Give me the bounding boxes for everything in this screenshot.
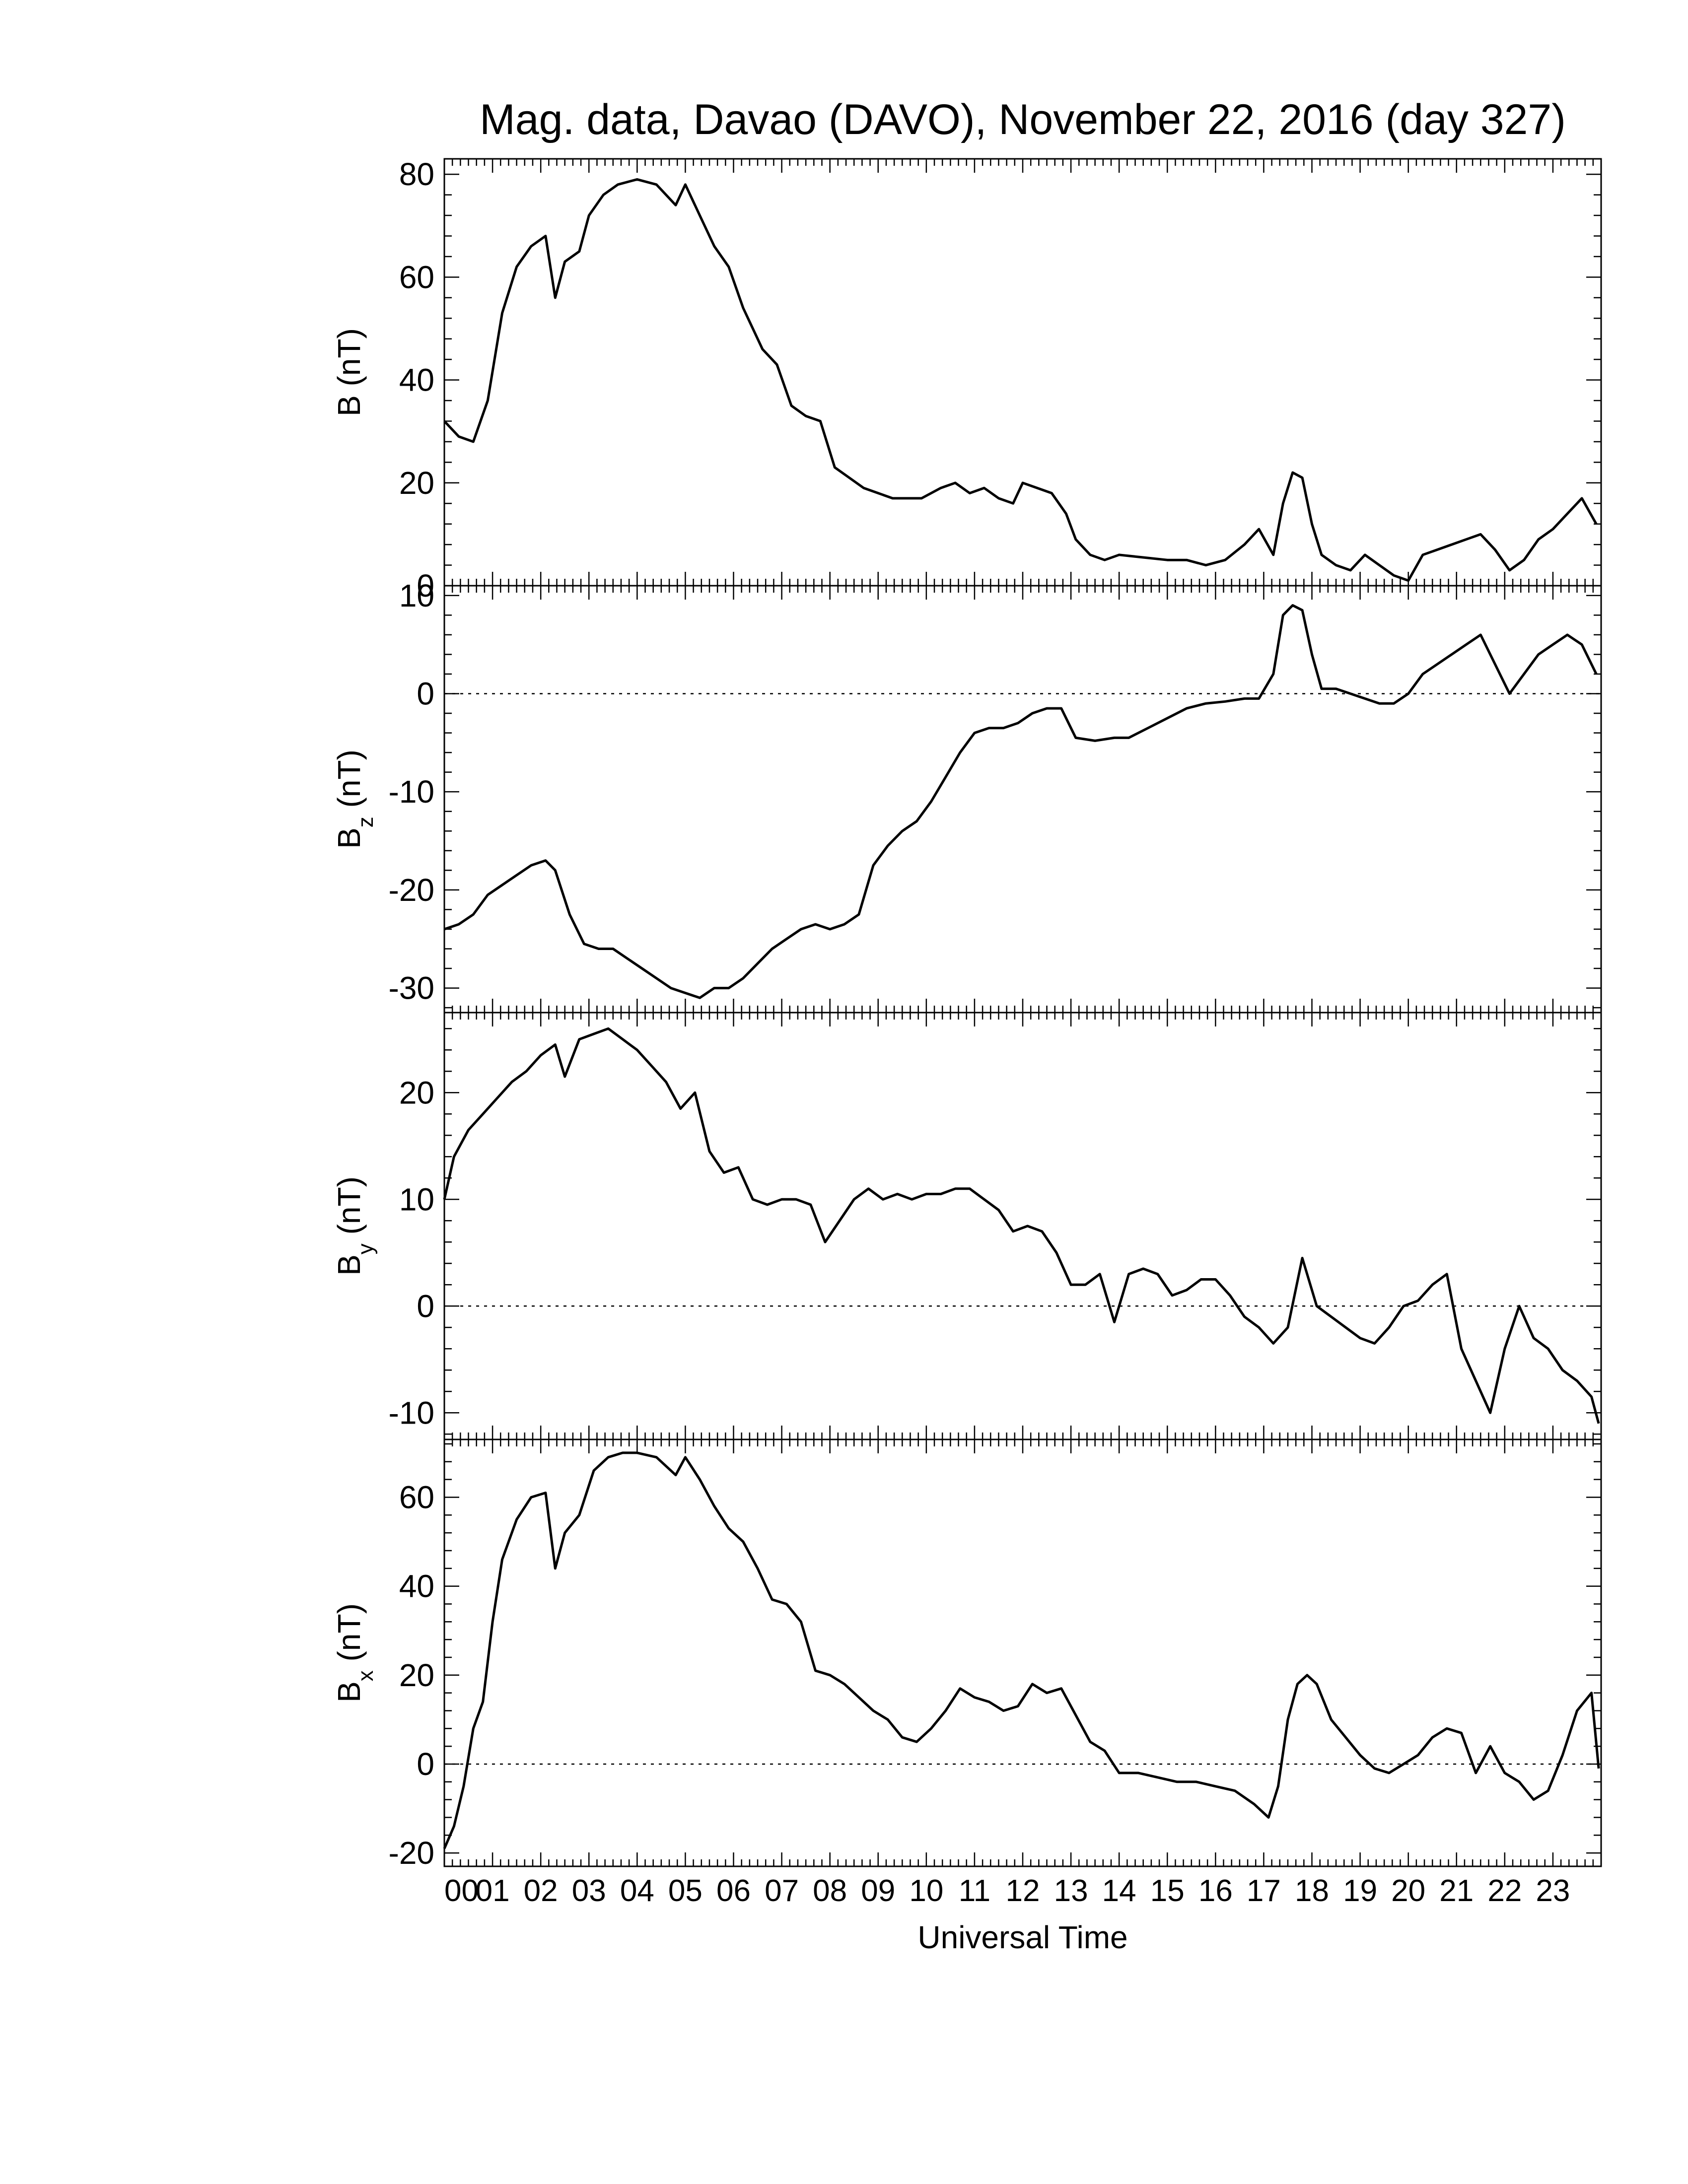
x-tick-label: 00 (444, 1874, 479, 1908)
y-tick-label: -10 (389, 1395, 435, 1431)
chart-title: Mag. data, Davao (DAVO), November 22, 20… (480, 96, 1566, 143)
y-tick-label: 60 (399, 1479, 434, 1515)
panel-frame (443, 1438, 1602, 1867)
y-tick-label: 0 (417, 568, 434, 604)
y-tick-label: -30 (389, 970, 435, 1006)
y-tick-label: 40 (399, 362, 434, 398)
y-tick-label: 60 (399, 259, 434, 295)
y-tick-label: 0 (417, 676, 434, 711)
y-axis-label: Bz (nT) (331, 750, 378, 849)
panel-Bx: -20 0 20 40 60 Bx (nT) (331, 1438, 1602, 1871)
x-tick-label: 15 (1150, 1874, 1185, 1908)
y-tick-label: 80 (399, 156, 434, 192)
y-tick-label: 10 (399, 1181, 434, 1217)
x-tick-label: 08 (813, 1874, 847, 1908)
x-tick-label: 18 (1295, 1874, 1329, 1908)
series-line-Bz (444, 604, 1598, 999)
x-tick-label: 13 (1054, 1874, 1088, 1908)
y-tick-label: 0 (417, 1288, 434, 1324)
panel-By: -10 0 10 20 By (nT) (331, 1012, 1602, 1440)
panel-B: 0 20 40 60 80 B (nT) (331, 156, 1602, 604)
x-tick-label: 16 (1198, 1874, 1233, 1908)
x-tick-label: 07 (765, 1874, 799, 1908)
series-line-By (443, 1027, 1600, 1424)
panel-frame (443, 1012, 1602, 1440)
series-line-Bx (443, 1451, 1600, 1849)
y-tick-label: 10 (399, 578, 434, 614)
y-axis-label: Bx (nT) (331, 1603, 378, 1703)
x-tick-label: 10 (909, 1874, 943, 1908)
x-tick-label: 01 (476, 1874, 510, 1908)
y-tick-label: 20 (399, 465, 434, 501)
y-tick-label: -20 (389, 872, 435, 908)
x-tick-label: 04 (620, 1874, 654, 1908)
x-tick-label: 03 (572, 1874, 606, 1908)
panel-Bz: -30 -20 -10 0 10 Bz (nT) (331, 578, 1602, 1014)
x-tick-label: 09 (861, 1874, 895, 1908)
y-tick-label: 0 (417, 1746, 434, 1782)
x-tick-label: 14 (1102, 1874, 1136, 1908)
y-tick-label: -10 (389, 774, 435, 810)
panel-frame (443, 158, 1602, 587)
x-tick-label: 21 (1439, 1874, 1474, 1908)
y-axis-label: By (nT) (331, 1176, 378, 1276)
panel-frame (443, 585, 1602, 1014)
x-axis-label: Universal Time (917, 1919, 1127, 1955)
y-tick-label: -20 (389, 1835, 435, 1871)
x-tick-label: 23 (1536, 1874, 1570, 1908)
x-tick-label: 02 (524, 1874, 558, 1908)
x-tick-label: 20 (1391, 1874, 1425, 1908)
y-tick-label: 40 (399, 1569, 434, 1604)
x-tick-label: 05 (668, 1874, 703, 1908)
x-tick-label: 06 (716, 1874, 751, 1908)
x-tick-label: 22 (1487, 1874, 1522, 1908)
x-tick-label: 11 (959, 1874, 990, 1908)
x-tick-label: 12 (1006, 1874, 1040, 1908)
y-tick-label: 20 (399, 1657, 434, 1693)
series-line-B (443, 178, 1598, 582)
y-tick-label: 20 (399, 1075, 434, 1110)
x-tick-label: 19 (1343, 1874, 1377, 1908)
x-tick-label: 17 (1247, 1874, 1281, 1908)
y-axis-label: B (nT) (331, 328, 367, 416)
